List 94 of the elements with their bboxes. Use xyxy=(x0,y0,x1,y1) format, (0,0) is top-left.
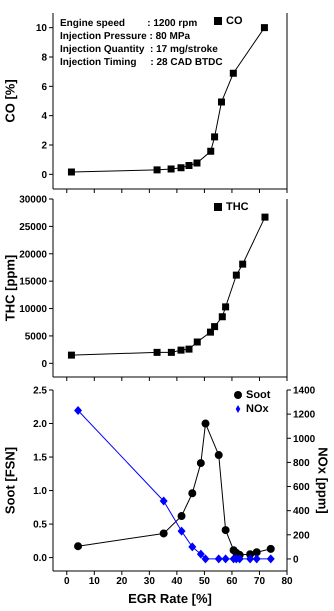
point xyxy=(168,166,175,173)
point xyxy=(68,168,75,176)
x-tick-label: 80 xyxy=(281,576,293,588)
annotation: Injection Pressure : 80 MPa xyxy=(60,30,192,43)
y-tick-label: 0.5 xyxy=(33,520,48,531)
point xyxy=(185,346,192,353)
x-tick-label: 50 xyxy=(198,576,210,588)
point xyxy=(232,272,240,279)
point xyxy=(252,554,261,564)
y2-tick-label: 1200 xyxy=(293,410,316,421)
y-tick-label: 2.5 xyxy=(33,386,48,397)
x-tick-label: 30 xyxy=(144,576,156,588)
point xyxy=(222,554,230,564)
y-tick-label: 0 xyxy=(41,170,48,181)
y-tick-label: 6 xyxy=(41,82,48,93)
y-tick-label: 30000 xyxy=(19,194,48,206)
annotation: Injection Quantity : 17 mg/stroke xyxy=(60,43,219,56)
point xyxy=(178,164,185,172)
point xyxy=(196,459,205,468)
y2-tick-label: 0 xyxy=(293,554,299,566)
legend-label: Soot xyxy=(246,389,270,401)
y-tick-label: 10000 xyxy=(19,304,48,316)
legend-label: THC xyxy=(226,201,249,213)
point xyxy=(230,70,237,77)
point xyxy=(218,98,225,106)
point xyxy=(154,166,161,174)
point xyxy=(68,352,75,359)
y2-tick-label: 400 xyxy=(293,506,310,518)
y2-tick-label: 800 xyxy=(293,458,310,469)
point xyxy=(154,348,161,356)
y-axis-title: THC [ppm] xyxy=(2,254,18,322)
point xyxy=(246,554,254,564)
point xyxy=(211,133,218,140)
point xyxy=(222,526,230,534)
y-tick-label: 1.0 xyxy=(33,486,48,498)
point xyxy=(178,346,185,354)
point xyxy=(160,496,168,506)
y2-axis-title: NOx [ppm] xyxy=(316,447,330,514)
y2-tick-label: 600 xyxy=(293,482,310,494)
legend-label: NOx xyxy=(246,403,269,415)
point xyxy=(218,313,226,320)
point xyxy=(178,512,186,520)
point xyxy=(185,162,192,170)
y2-tick-label: 1000 xyxy=(293,434,316,445)
point xyxy=(202,420,210,428)
y-tick-label: 10 xyxy=(36,23,48,34)
point xyxy=(160,529,168,538)
point xyxy=(214,451,223,460)
point xyxy=(168,348,175,356)
point xyxy=(222,303,230,310)
point xyxy=(261,214,268,221)
y-tick-label: 4 xyxy=(41,111,48,122)
point xyxy=(207,148,214,155)
point xyxy=(214,554,223,564)
y-axis-title: CO [%] xyxy=(2,79,18,123)
y-tick-label: 15000 xyxy=(19,276,48,288)
point xyxy=(202,554,210,564)
y2-tick-label: 200 xyxy=(293,530,310,542)
y-tick-label: 8 xyxy=(41,52,48,64)
y-tick-label: 2.0 xyxy=(33,419,48,430)
y-tick-label: 0.0 xyxy=(33,553,48,564)
y-tick-label: 5000 xyxy=(24,331,48,342)
y2-tick-label: 1400 xyxy=(293,386,316,397)
point xyxy=(266,554,275,564)
y-axis-title: Soot [FSN] xyxy=(2,446,18,514)
point xyxy=(260,24,268,32)
point xyxy=(239,260,246,268)
x-tick-label: 20 xyxy=(116,576,128,588)
x-tick-label: 40 xyxy=(171,576,183,588)
point xyxy=(74,406,82,416)
x-tick-label: 70 xyxy=(254,576,266,588)
point xyxy=(266,544,275,553)
x-axis-title: EGR Rate [%] xyxy=(128,591,212,606)
y-tick-label: 1.5 xyxy=(33,452,48,464)
point xyxy=(194,338,201,346)
point xyxy=(188,489,196,498)
x-tick-label: 60 xyxy=(226,576,238,588)
point xyxy=(252,548,261,556)
annotation: Injection Timing : 28 CAD BTDC xyxy=(60,56,223,69)
y-tick-label: 20000 xyxy=(19,249,48,260)
point xyxy=(74,542,82,550)
y-tick-label: 0 xyxy=(41,358,48,370)
y-tick-label: 25000 xyxy=(19,222,48,233)
point xyxy=(178,526,186,536)
legend-label: CO xyxy=(226,15,242,27)
point xyxy=(188,542,196,552)
annotation: Engine speed : 1200 rpm xyxy=(60,17,198,30)
y-tick-label: 2 xyxy=(41,140,48,152)
x-tick-label: 0 xyxy=(64,576,70,588)
point xyxy=(211,323,218,330)
point xyxy=(193,160,200,167)
point xyxy=(196,550,205,559)
point xyxy=(206,328,214,336)
x-tick-label: 10 xyxy=(88,576,100,588)
